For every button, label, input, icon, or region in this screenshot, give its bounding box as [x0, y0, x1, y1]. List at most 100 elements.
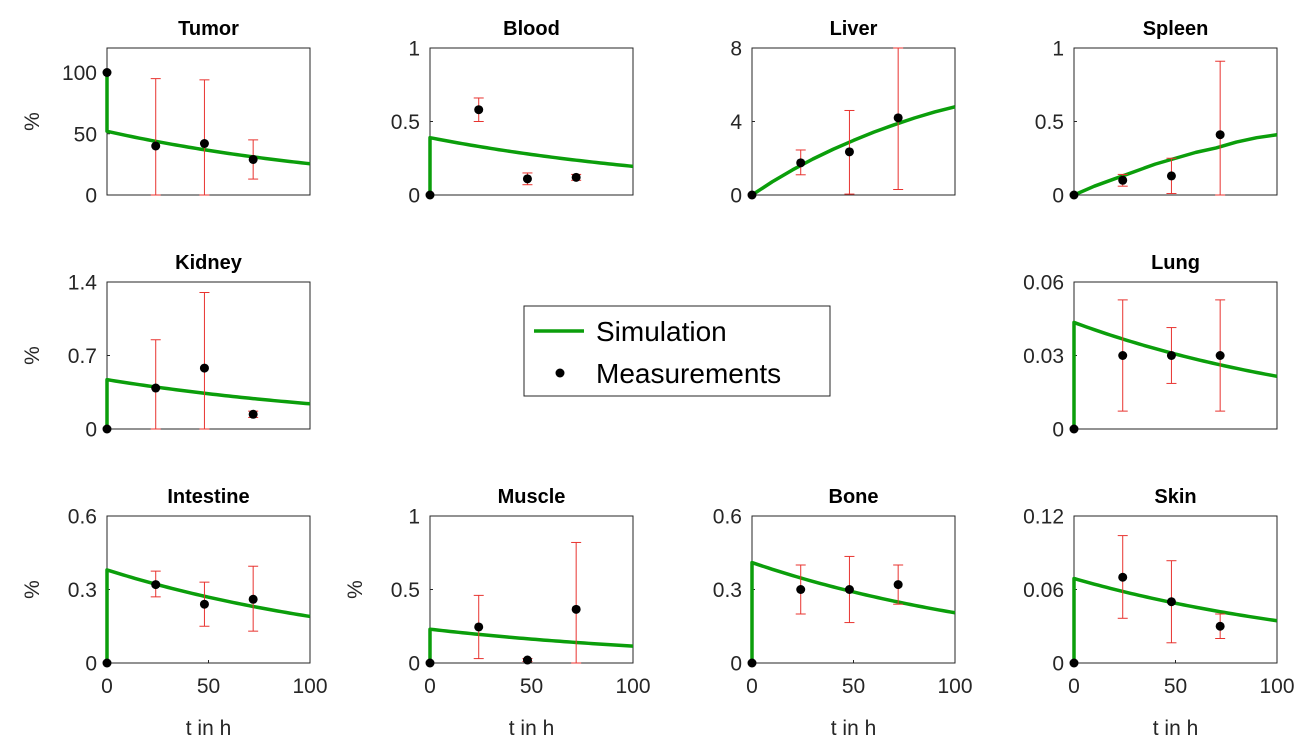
muscle-measurement-point [571, 604, 581, 614]
skin-xtick-label: 0 [1068, 675, 1080, 698]
bone-xtick-label: 50 [842, 675, 865, 698]
liver-ytick-label: 4 [730, 111, 742, 134]
skin-ytick-label: 0.06 [1023, 579, 1064, 602]
muscle-simulation-line [428, 627, 634, 663]
tumor-ytick-label: 50 [74, 123, 97, 146]
spleen-measurement-point [1215, 130, 1225, 140]
skin-ytick-label: 0 [1052, 653, 1064, 676]
tumor-ylabel: % [21, 112, 44, 131]
skin-xtick-label: 50 [1164, 675, 1187, 698]
skin-title: Skin [1154, 486, 1196, 508]
spleen-measurement-point [1069, 190, 1079, 200]
intestine-xtick-label: 100 [292, 675, 327, 698]
spleen-title: Spleen [1143, 18, 1209, 40]
spleen-measurement-point [1166, 171, 1176, 181]
liver-measurement-point [747, 190, 757, 200]
blood-measurement-point [474, 105, 484, 115]
skin-measurement-point [1166, 597, 1176, 607]
tumor-axes-box [106, 47, 311, 196]
liver-measurement-point [893, 113, 903, 123]
intestine-ytick-label: 0.3 [68, 579, 97, 602]
bone-ytick-label: 0.3 [713, 579, 742, 602]
intestine-xtick-label: 50 [197, 675, 220, 698]
lung-ytick-label: 0.06 [1023, 272, 1064, 295]
panel-skin: Skin 0 0.06 0.12 0 50 100 t in h [1023, 486, 1294, 740]
intestine-simulation-line [105, 568, 311, 663]
intestine-xlabel: t in h [186, 717, 232, 740]
tumor-measurement-point [151, 141, 161, 151]
lung-measurement-point [1166, 351, 1176, 360]
liver-ytick-label: 8 [730, 38, 742, 61]
muscle-ylabel: % [344, 580, 367, 599]
lung-title: Lung [1151, 252, 1200, 274]
muscle-measurement-point [522, 655, 532, 665]
kidney-measurement-point [151, 383, 161, 393]
intestine-measurement-point [151, 580, 161, 590]
lung-ytick-label: 0 [1052, 419, 1064, 442]
intestine-xtick-label: 0 [101, 675, 113, 698]
muscle-ytick-label: 0 [408, 653, 420, 676]
muscle-xtick-label: 0 [424, 675, 436, 698]
panel-tumor: Tumor 0 50 100% [21, 18, 311, 208]
intestine-ylabel: % [21, 580, 44, 599]
blood-measurement-point [571, 172, 581, 182]
panel-liver: Liver 0 4 8 [730, 18, 956, 208]
panels-layer: Tumor050100%Blood00.51Liver048Spleen00.5… [21, 18, 1295, 740]
lung-measurement-point [1069, 424, 1079, 434]
legend-measurement-swatch [555, 368, 565, 378]
skin-xtick-label: 100 [1259, 675, 1294, 698]
kidney-ytick-label: 0.7 [68, 345, 97, 368]
skin-measurement-point [1069, 658, 1079, 668]
legend-measurement-label: Measurements [596, 358, 781, 389]
muscle-xtick-label: 50 [520, 675, 543, 698]
bone-xtick-label: 0 [746, 675, 758, 698]
kidney-ylabel: % [21, 346, 44, 365]
tumor-ytick-label: 100 [62, 62, 97, 85]
kidney-title: Kidney [175, 252, 243, 274]
skin-xlabel: t in h [1153, 717, 1199, 740]
bone-measurement-point [796, 585, 806, 594]
tumor-measurement-point [199, 139, 209, 149]
intestine-measurement-point [199, 599, 209, 609]
liver-title: Liver [830, 18, 878, 40]
muscle-measurement-point [474, 622, 484, 632]
blood-ytick-label: 0.5 [391, 111, 420, 134]
skin-axes-box [1073, 515, 1278, 664]
liver-measurement-point [796, 158, 806, 168]
kidney-measurement-point [248, 409, 258, 419]
panel-kidney: Kidney 0 0.7 1.4% [21, 252, 311, 442]
spleen-ytick-label: 0.5 [1035, 111, 1064, 134]
kidney-ytick-label: 0 [85, 419, 97, 442]
intestine-measurement-point [248, 594, 258, 604]
bone-title: Bone [829, 486, 879, 508]
panel-muscle: Muscle 0 0.5 1 0 50 100% t in h [344, 486, 651, 740]
bone-measurement-point [747, 658, 757, 668]
tumor-measurement-point [102, 68, 112, 77]
muscle-ytick-label: 0.5 [391, 579, 420, 602]
bone-measurement-point [893, 580, 903, 590]
lung-measurement-point [1118, 351, 1128, 360]
liver-measurement-point [844, 147, 854, 157]
blood-ytick-label: 1 [408, 38, 420, 61]
intestine-title: Intestine [167, 486, 249, 508]
bone-ytick-label: 0 [730, 653, 742, 676]
tumor-simulation-line [105, 72, 311, 166]
intestine-axes-box [106, 515, 311, 664]
blood-ytick-label: 0 [408, 185, 420, 208]
muscle-xtick-label: 100 [615, 675, 650, 698]
tumor-measurement-point [248, 154, 258, 164]
blood-simulation-line [428, 135, 634, 195]
lung-ytick-label: 0.03 [1023, 345, 1064, 368]
skin-measurement-point [1118, 572, 1128, 582]
panel-blood: Blood 0 0.5 1 [391, 18, 634, 208]
kidney-axes-box [106, 281, 311, 430]
liver-ytick-label: 0 [730, 185, 742, 208]
kidney-measurement-point [102, 424, 112, 434]
intestine-ytick-label: 0.6 [68, 506, 97, 529]
legend: Simulation Measurements [523, 305, 831, 397]
skin-ytick-label: 0.12 [1023, 506, 1064, 529]
bone-ytick-label: 0.6 [713, 506, 742, 529]
panel-bone: Bone 0 0.3 0.6 0 50 100 t in h [713, 486, 973, 740]
skin-measurement-point [1215, 621, 1225, 631]
